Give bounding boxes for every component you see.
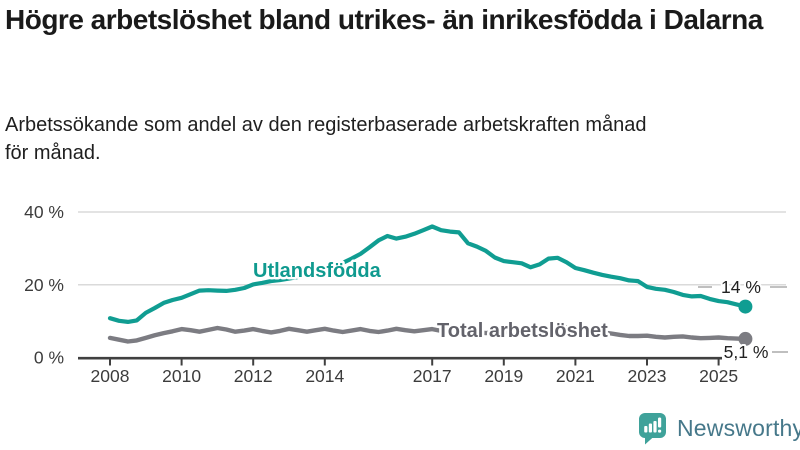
total-end-dot xyxy=(738,331,753,346)
x-tick-label: 2012 xyxy=(234,366,273,386)
x-tick-label: 2010 xyxy=(162,366,201,386)
page-title: Högre arbetslöshet bland utrikes- än inr… xyxy=(5,4,763,35)
utlandsfodda-line xyxy=(107,224,748,324)
x-tick-label: 2014 xyxy=(305,366,344,386)
utlandsfodda-end-dot xyxy=(738,299,753,314)
x-tick-label: 2017 xyxy=(413,366,452,386)
x-tick-label: 2021 xyxy=(556,366,595,386)
total-line xyxy=(107,324,748,344)
newsworthy-logo-icon xyxy=(639,413,666,445)
y-tick-label: 0 % xyxy=(34,348,64,368)
page-subtitle: Arbetssökande som andel av den registerb… xyxy=(5,114,647,164)
newsworthy-logo: Newsworthy xyxy=(638,412,800,445)
utlandsfodda-end-value: 14 % xyxy=(721,277,761,297)
x-tick-label: 2025 xyxy=(699,366,738,386)
x-tick-label: 2023 xyxy=(628,366,667,386)
newsworthy-wordmark: Newsworthy xyxy=(677,415,800,441)
gridlines: 0 % 20 % 40 % xyxy=(24,202,786,368)
x-tick-label: 2008 xyxy=(91,366,130,386)
y-tick-label: 20 % xyxy=(24,275,64,295)
total-end-value: 5,1 % xyxy=(724,342,769,362)
utlandsfodda-label: Utlandsfödda xyxy=(253,260,382,282)
total-label: Total arbetslöshet xyxy=(437,320,608,342)
x-tick-label: 2019 xyxy=(484,366,523,386)
x-axis-ticks: 2008 2010 2012 2014 2017 2019 2021 2023 2025 xyxy=(91,358,738,386)
y-tick-label: 40 % xyxy=(24,202,64,222)
